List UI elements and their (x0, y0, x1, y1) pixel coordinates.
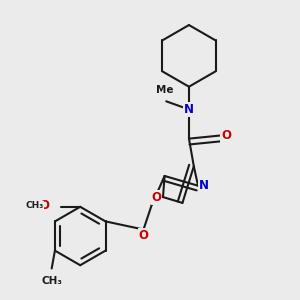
Text: Me: Me (156, 85, 173, 95)
Text: N: N (199, 179, 209, 192)
Text: O: O (221, 129, 231, 142)
Text: CH₃: CH₃ (25, 201, 44, 210)
Text: CH₃: CH₃ (41, 276, 62, 286)
Text: O: O (152, 190, 161, 204)
Text: N: N (184, 103, 194, 116)
Text: O: O (139, 229, 148, 242)
Text: O: O (39, 199, 50, 212)
